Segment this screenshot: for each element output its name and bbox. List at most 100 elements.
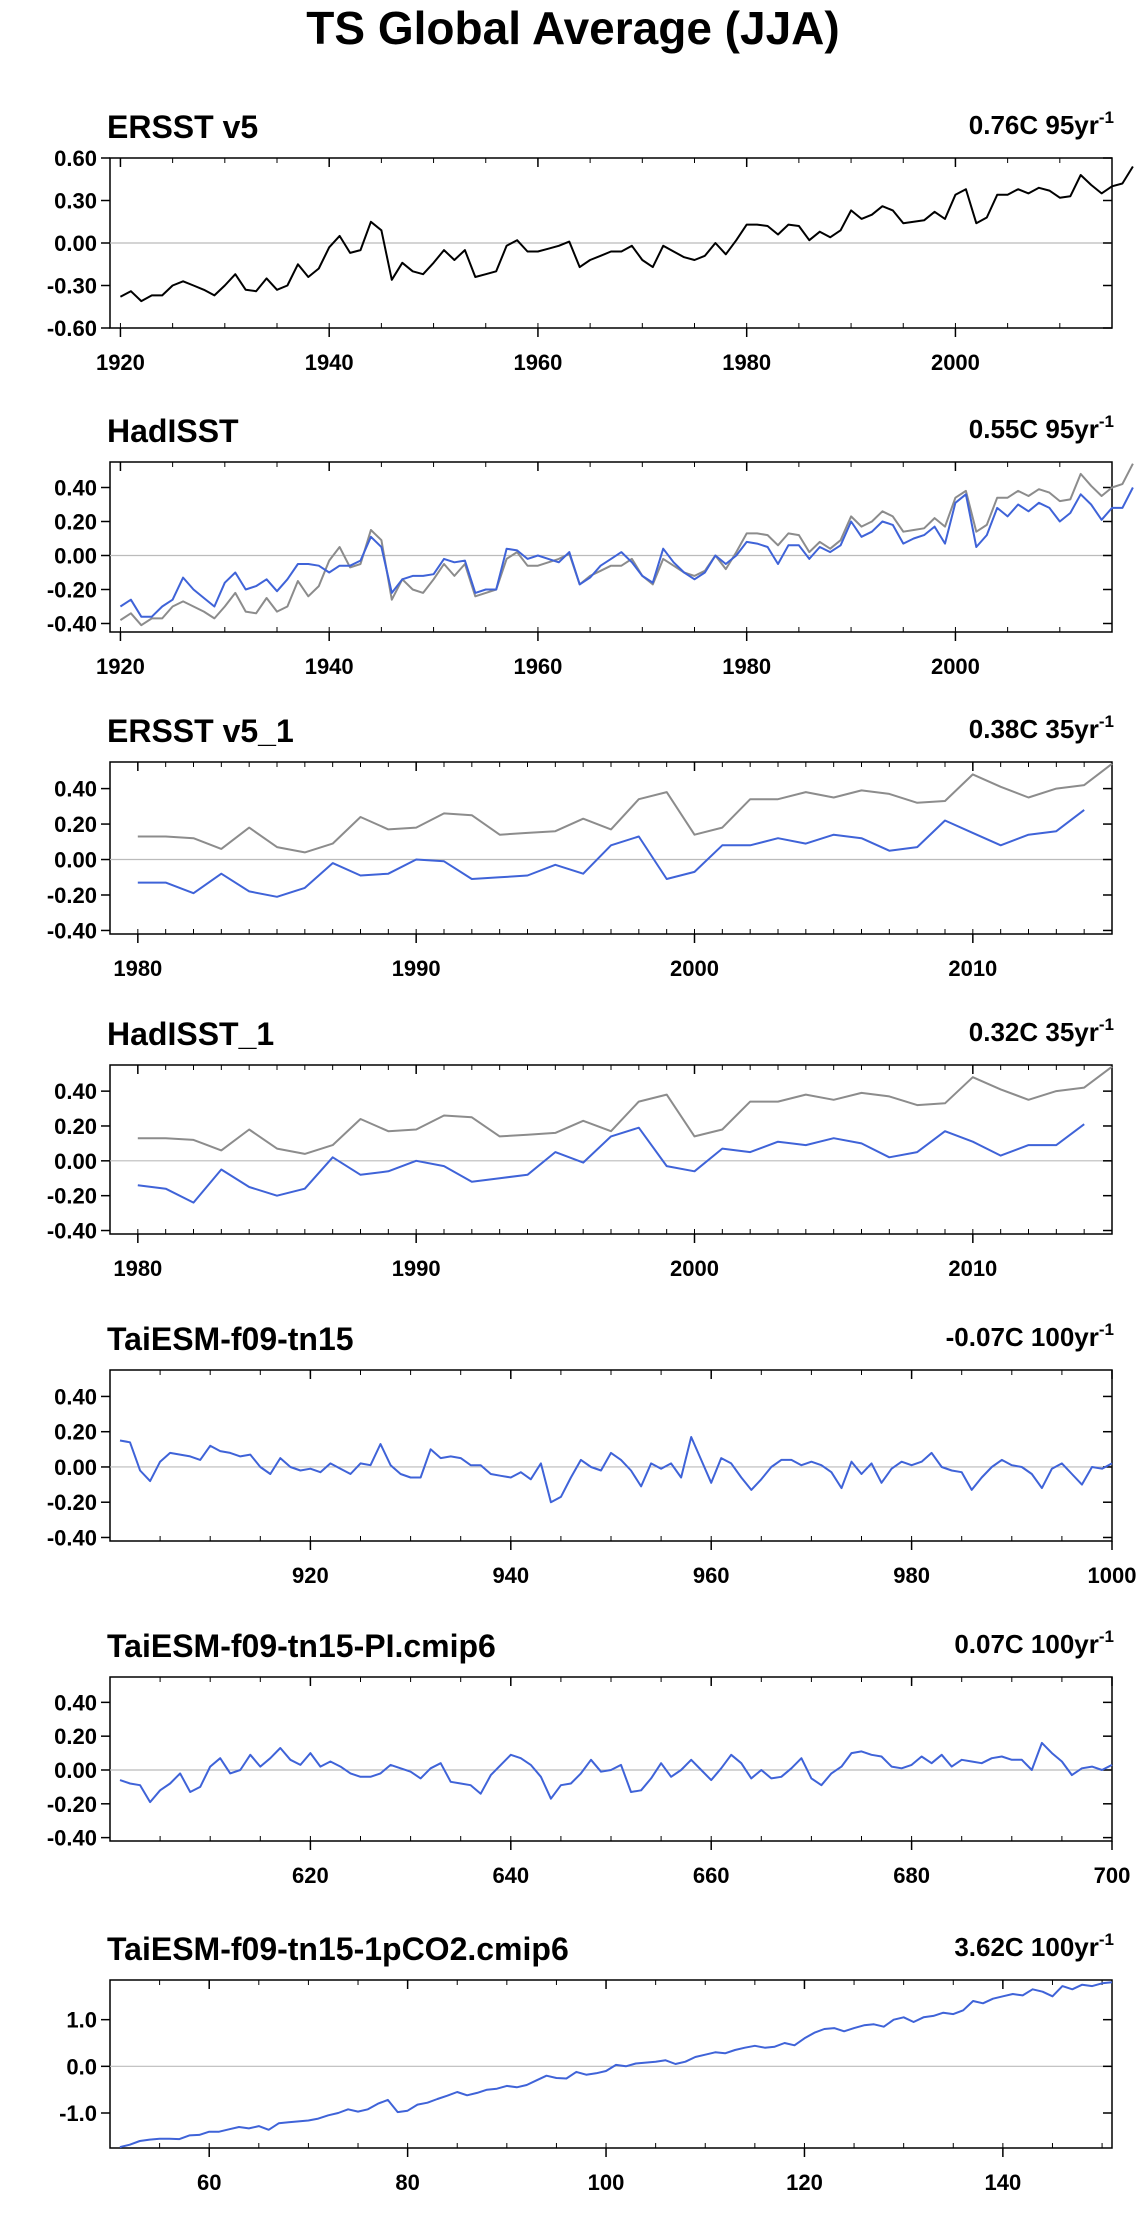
y-tick-label: -0.20 xyxy=(47,1490,97,1515)
x-tick-label: 980 xyxy=(893,1563,930,1588)
plot-frame xyxy=(109,761,1113,935)
y-tick-label: 0.00 xyxy=(54,1758,97,1783)
series-line-ref xyxy=(137,1065,1113,1155)
y-tick-label: 0.00 xyxy=(54,231,97,256)
x-tick-label: 1980 xyxy=(113,956,162,981)
x-tick-label: 1980 xyxy=(722,350,771,375)
x-tick-label: 2000 xyxy=(931,350,980,375)
panel-title: ERSST v5_1 xyxy=(107,713,294,749)
x-tick-label: 920 xyxy=(292,1563,329,1588)
panel-title: TaiESM-f09-tn15-1pCO2.cmip6 xyxy=(107,1931,569,1967)
y-tick-label: 0.20 xyxy=(54,812,97,837)
trend-exponent: -1 xyxy=(1099,1015,1114,1034)
y-tick-label: 0.00 xyxy=(54,1149,97,1174)
trend-exponent: -1 xyxy=(1099,1320,1114,1339)
trend-exponent: -1 xyxy=(1099,412,1114,431)
x-tick-label: 660 xyxy=(693,1863,730,1888)
y-tick-label: 0.40 xyxy=(54,777,97,802)
trend-value: 3.62C 100yr xyxy=(954,1932,1099,1962)
x-tick-label: 1960 xyxy=(513,350,562,375)
x-tick-label: 140 xyxy=(985,2170,1022,2195)
y-tick-label: -0.40 xyxy=(47,1219,97,1244)
series-line-model xyxy=(119,487,1134,618)
y-tick-label: 0.0 xyxy=(66,2054,97,2079)
series-line-ref xyxy=(119,463,1134,627)
x-tick-label: 1920 xyxy=(96,350,145,375)
panel-2: HadISST 0.55C 95yr-1 -0.40 -0.20 0.00 0.20 0.4… xyxy=(47,412,1134,679)
y-tick-label: -0.40 xyxy=(47,1826,97,1851)
x-tick-label: 2000 xyxy=(670,1256,719,1281)
panel-title: HadISST xyxy=(107,413,239,449)
x-tick-label: 1940 xyxy=(305,350,354,375)
x-tick-label: 2010 xyxy=(948,1256,997,1281)
x-tick-label: 2000 xyxy=(931,654,980,679)
x-tick-label: 1000 xyxy=(1088,1563,1137,1588)
trend-exponent: -1 xyxy=(1099,1930,1114,1949)
x-tick-label: 1990 xyxy=(392,956,441,981)
y-tick-label: -0.40 xyxy=(47,918,97,943)
trend-value: 0.32C 35yr xyxy=(969,1017,1099,1047)
y-tick-label: 1.0 xyxy=(66,2008,97,2033)
figure-title: TS Global Average (JJA) xyxy=(306,2,839,54)
y-tick-label: -0.40 xyxy=(47,1525,97,1550)
panel-5: TaiESM-f09-tn15 -0.07C 100yr-1 -0.40 -0.20 0… xyxy=(47,1320,1137,1588)
y-tick-label: 0.40 xyxy=(54,476,97,501)
x-tick-label: 120 xyxy=(786,2170,823,2195)
x-tick-label: 680 xyxy=(893,1863,930,1888)
series-line-model xyxy=(119,1436,1113,1504)
y-tick-label: 0.20 xyxy=(54,1420,97,1445)
series-line-model xyxy=(119,1741,1113,1804)
y-tick-label: -0.40 xyxy=(47,612,97,637)
series-line-obs xyxy=(119,165,1134,303)
trend-value: 0.55C 95yr xyxy=(969,414,1099,444)
plot-frame xyxy=(109,1979,1113,2149)
trend-label: 0.38C 35yr-1 xyxy=(969,712,1114,744)
y-tick-label: 0.40 xyxy=(54,1384,97,1409)
y-tick-label: -0.60 xyxy=(47,316,97,341)
plot-frame xyxy=(109,1064,1113,1235)
panel-1: ERSST v5 0.76C 95yr-1 -0.60 -0.30 0.00 0.30 0.… xyxy=(47,108,1134,375)
y-tick-label: 0.60 xyxy=(54,146,97,171)
trend-label: 3.62C 100yr-1 xyxy=(954,1930,1114,1962)
panel-title: HadISST_1 xyxy=(107,1016,274,1052)
panel-7: TaiESM-f09-tn15-1pCO2.cmip6 3.62C 100yr-1… xyxy=(59,1930,1114,2195)
series-line-ref xyxy=(137,763,1113,854)
panel-title: TaiESM-f09-tn15 xyxy=(107,1321,354,1357)
plot-frame xyxy=(109,1369,1113,1542)
panel-title: TaiESM-f09-tn15-PI.cmip6 xyxy=(107,1628,496,1664)
x-tick-label: 1920 xyxy=(96,654,145,679)
panel-6: TaiESM-f09-tn15-PI.cmip6 0.07C 100yr-1 -0.… xyxy=(47,1627,1131,1888)
y-tick-label: -0.20 xyxy=(47,578,97,603)
x-tick-label: 1940 xyxy=(305,654,354,679)
x-tick-label: 1980 xyxy=(722,654,771,679)
y-tick-label: -0.20 xyxy=(47,1792,97,1817)
y-tick-label: 0.30 xyxy=(54,189,97,214)
x-tick-label: 1990 xyxy=(392,1256,441,1281)
panel-4: HadISST_1 0.32C 35yr-1 -0.40 -0.20 0.00 0.20 0… xyxy=(47,1015,1114,1281)
series-line-model xyxy=(137,1123,1085,1204)
y-tick-label: -1.0 xyxy=(59,2101,97,2126)
x-tick-label: 1980 xyxy=(113,1256,162,1281)
trend-label: 0.07C 100yr-1 xyxy=(954,1627,1114,1659)
trend-exponent: -1 xyxy=(1099,108,1114,127)
y-tick-label: 0.00 xyxy=(54,848,97,873)
series-line-model xyxy=(119,1981,1113,2149)
x-tick-label: 700 xyxy=(1094,1863,1131,1888)
y-tick-label: 0.40 xyxy=(54,1079,97,1104)
trend-exponent: -1 xyxy=(1099,712,1114,731)
trend-label: 0.76C 95yr-1 xyxy=(969,108,1114,140)
x-tick-label: 620 xyxy=(292,1863,329,1888)
panel-title: ERSST v5 xyxy=(107,109,258,145)
y-tick-label: -0.20 xyxy=(47,1184,97,1209)
panel-3: ERSST v5_1 0.38C 35yr-1 -0.40 -0.20 0.00 0.20… xyxy=(47,712,1114,981)
y-tick-label: 0.00 xyxy=(54,1455,97,1480)
y-tick-label: 0.20 xyxy=(54,1724,97,1749)
trend-value: -0.07C 100yr xyxy=(946,1322,1099,1352)
plot-frame xyxy=(109,461,1113,633)
trend-value: 0.07C 100yr xyxy=(954,1629,1099,1659)
trend-value: 0.76C 95yr xyxy=(969,110,1099,140)
trend-label: 0.55C 95yr-1 xyxy=(969,412,1114,444)
x-tick-label: 60 xyxy=(197,2170,221,2195)
x-tick-label: 2010 xyxy=(948,956,997,981)
